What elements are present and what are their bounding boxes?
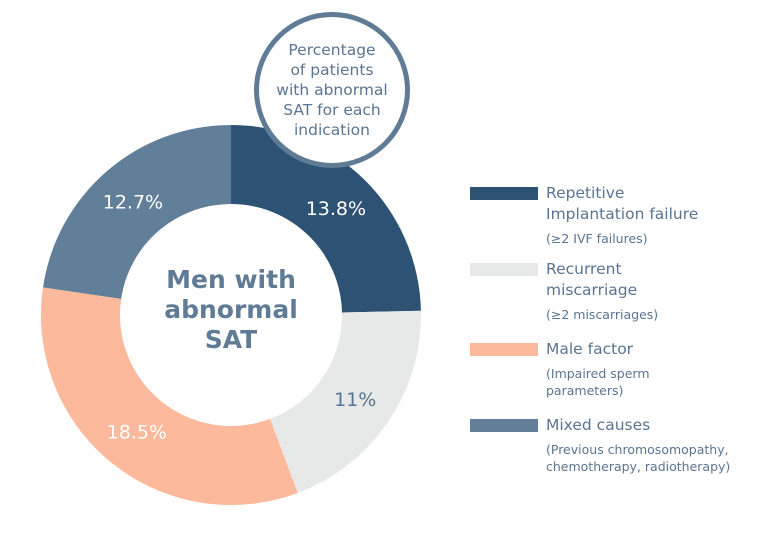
slice-value-label: 18.5% <box>107 422 167 444</box>
legend-subtitle-line: parameters) <box>546 383 624 398</box>
donut-slice-recurrent-miscarriage <box>270 310 422 493</box>
legend-swatch <box>470 343 538 356</box>
legend-swatch <box>470 419 538 432</box>
legend-subtitle: (≥2 IVF failures) <box>546 230 648 247</box>
center-label-line: SAT <box>204 325 258 354</box>
legend-subtitle-line: (≥2 miscarriages) <box>546 307 659 322</box>
legend-swatch <box>470 263 538 276</box>
legend-subtitle-line: (Previous chromosomopathy, <box>546 442 729 457</box>
donut-slice-repetitive-implantation-failure <box>231 125 421 313</box>
center-label: Men with abnormal SAT <box>141 265 321 355</box>
legend-title: Recurrent miscarriage <box>546 259 637 301</box>
callout-line: of patients <box>290 61 374 79</box>
legend-title-line: miscarriage <box>546 281 638 299</box>
legend-subtitle-line: chemotherapy, radiotherapy) <box>546 459 731 474</box>
legend-title: Mixed causes <box>546 415 650 436</box>
chart-title-callout: Percentage of patients with abnormal SAT… <box>254 12 410 168</box>
legend-title: Repetitive Implantation failure <box>546 183 698 225</box>
legend-title: Male factor <box>546 339 633 360</box>
legend-subtitle-line: (Impaired sperm <box>546 366 650 381</box>
legend-title-line: Repetitive <box>546 184 625 202</box>
donut-slice-mixed-causes <box>43 125 231 299</box>
slice-value-label: 11% <box>334 389 376 411</box>
legend-title-line: Male factor <box>546 340 634 358</box>
legend-title-line: Implantation failure <box>546 205 699 223</box>
callout-line: with abnormal <box>276 81 388 99</box>
legend-title-line: Recurrent <box>546 260 622 278</box>
legend-swatch <box>470 187 538 200</box>
legend-title-line: Mixed causes <box>546 416 651 434</box>
center-label-line: abnormal <box>164 295 298 324</box>
donut-slice-male-factor <box>41 287 298 505</box>
slice-value-label: 13.8% <box>306 198 366 220</box>
callout-line: Percentage <box>288 41 376 59</box>
center-label-line: Men with <box>166 265 296 294</box>
legend-subtitle: (≥2 miscarriages) <box>546 306 658 323</box>
legend-subtitle-line: (≥2 IVF failures) <box>546 231 648 246</box>
callout-line: indication <box>294 121 370 139</box>
legend-subtitle: (Previous chromosomopathy, chemotherapy,… <box>546 441 730 475</box>
slice-value-label: 12.7% <box>103 191 163 213</box>
callout-line: SAT for each <box>283 101 381 119</box>
legend-subtitle: (Impaired sperm parameters) <box>546 365 650 399</box>
